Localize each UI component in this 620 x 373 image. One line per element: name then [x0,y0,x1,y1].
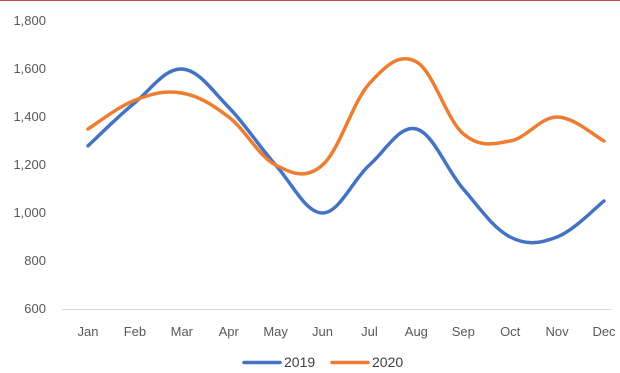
y-tick-label: 600 [24,301,46,316]
x-tick-label: May [263,324,288,339]
legend-label: 2019 [284,354,315,370]
legend-item-2020: 2020 [330,354,403,370]
series-line-2020 [86,56,606,176]
x-tick-label: Mar [171,324,194,339]
x-tick-label: Jun [312,324,333,339]
x-tick-label: Sep [452,324,475,339]
x-tick-label: Apr [219,324,240,339]
y-tick-label: 1,400 [13,109,46,124]
x-tick-label: Aug [405,324,428,339]
x-tick-label: Oct [500,324,521,339]
y-tick-label: 800 [24,253,46,268]
y-tick-label: 1,800 [13,13,46,28]
y-tick-label: 1,200 [13,157,46,172]
series-layer [86,56,606,245]
x-tick-label: Nov [546,324,570,339]
x-tick-label: Jul [361,324,378,339]
legend-item-2019: 2019 [242,354,315,370]
x-tick-label: Dec [592,324,616,339]
y-tick-label: 1,600 [13,61,46,76]
y-tick-label: 1,000 [13,205,46,220]
x-tick-label: Feb [124,324,146,339]
series-line-2019 [86,67,606,245]
x-tick-label: Jan [78,324,99,339]
legend-label: 2020 [372,354,403,370]
axis-layer: 600 800 1,000 1,200 1,400 1,600 1,800 Jan Feb Mar… [13,13,616,339]
legend: 2019 2020 [242,354,403,370]
